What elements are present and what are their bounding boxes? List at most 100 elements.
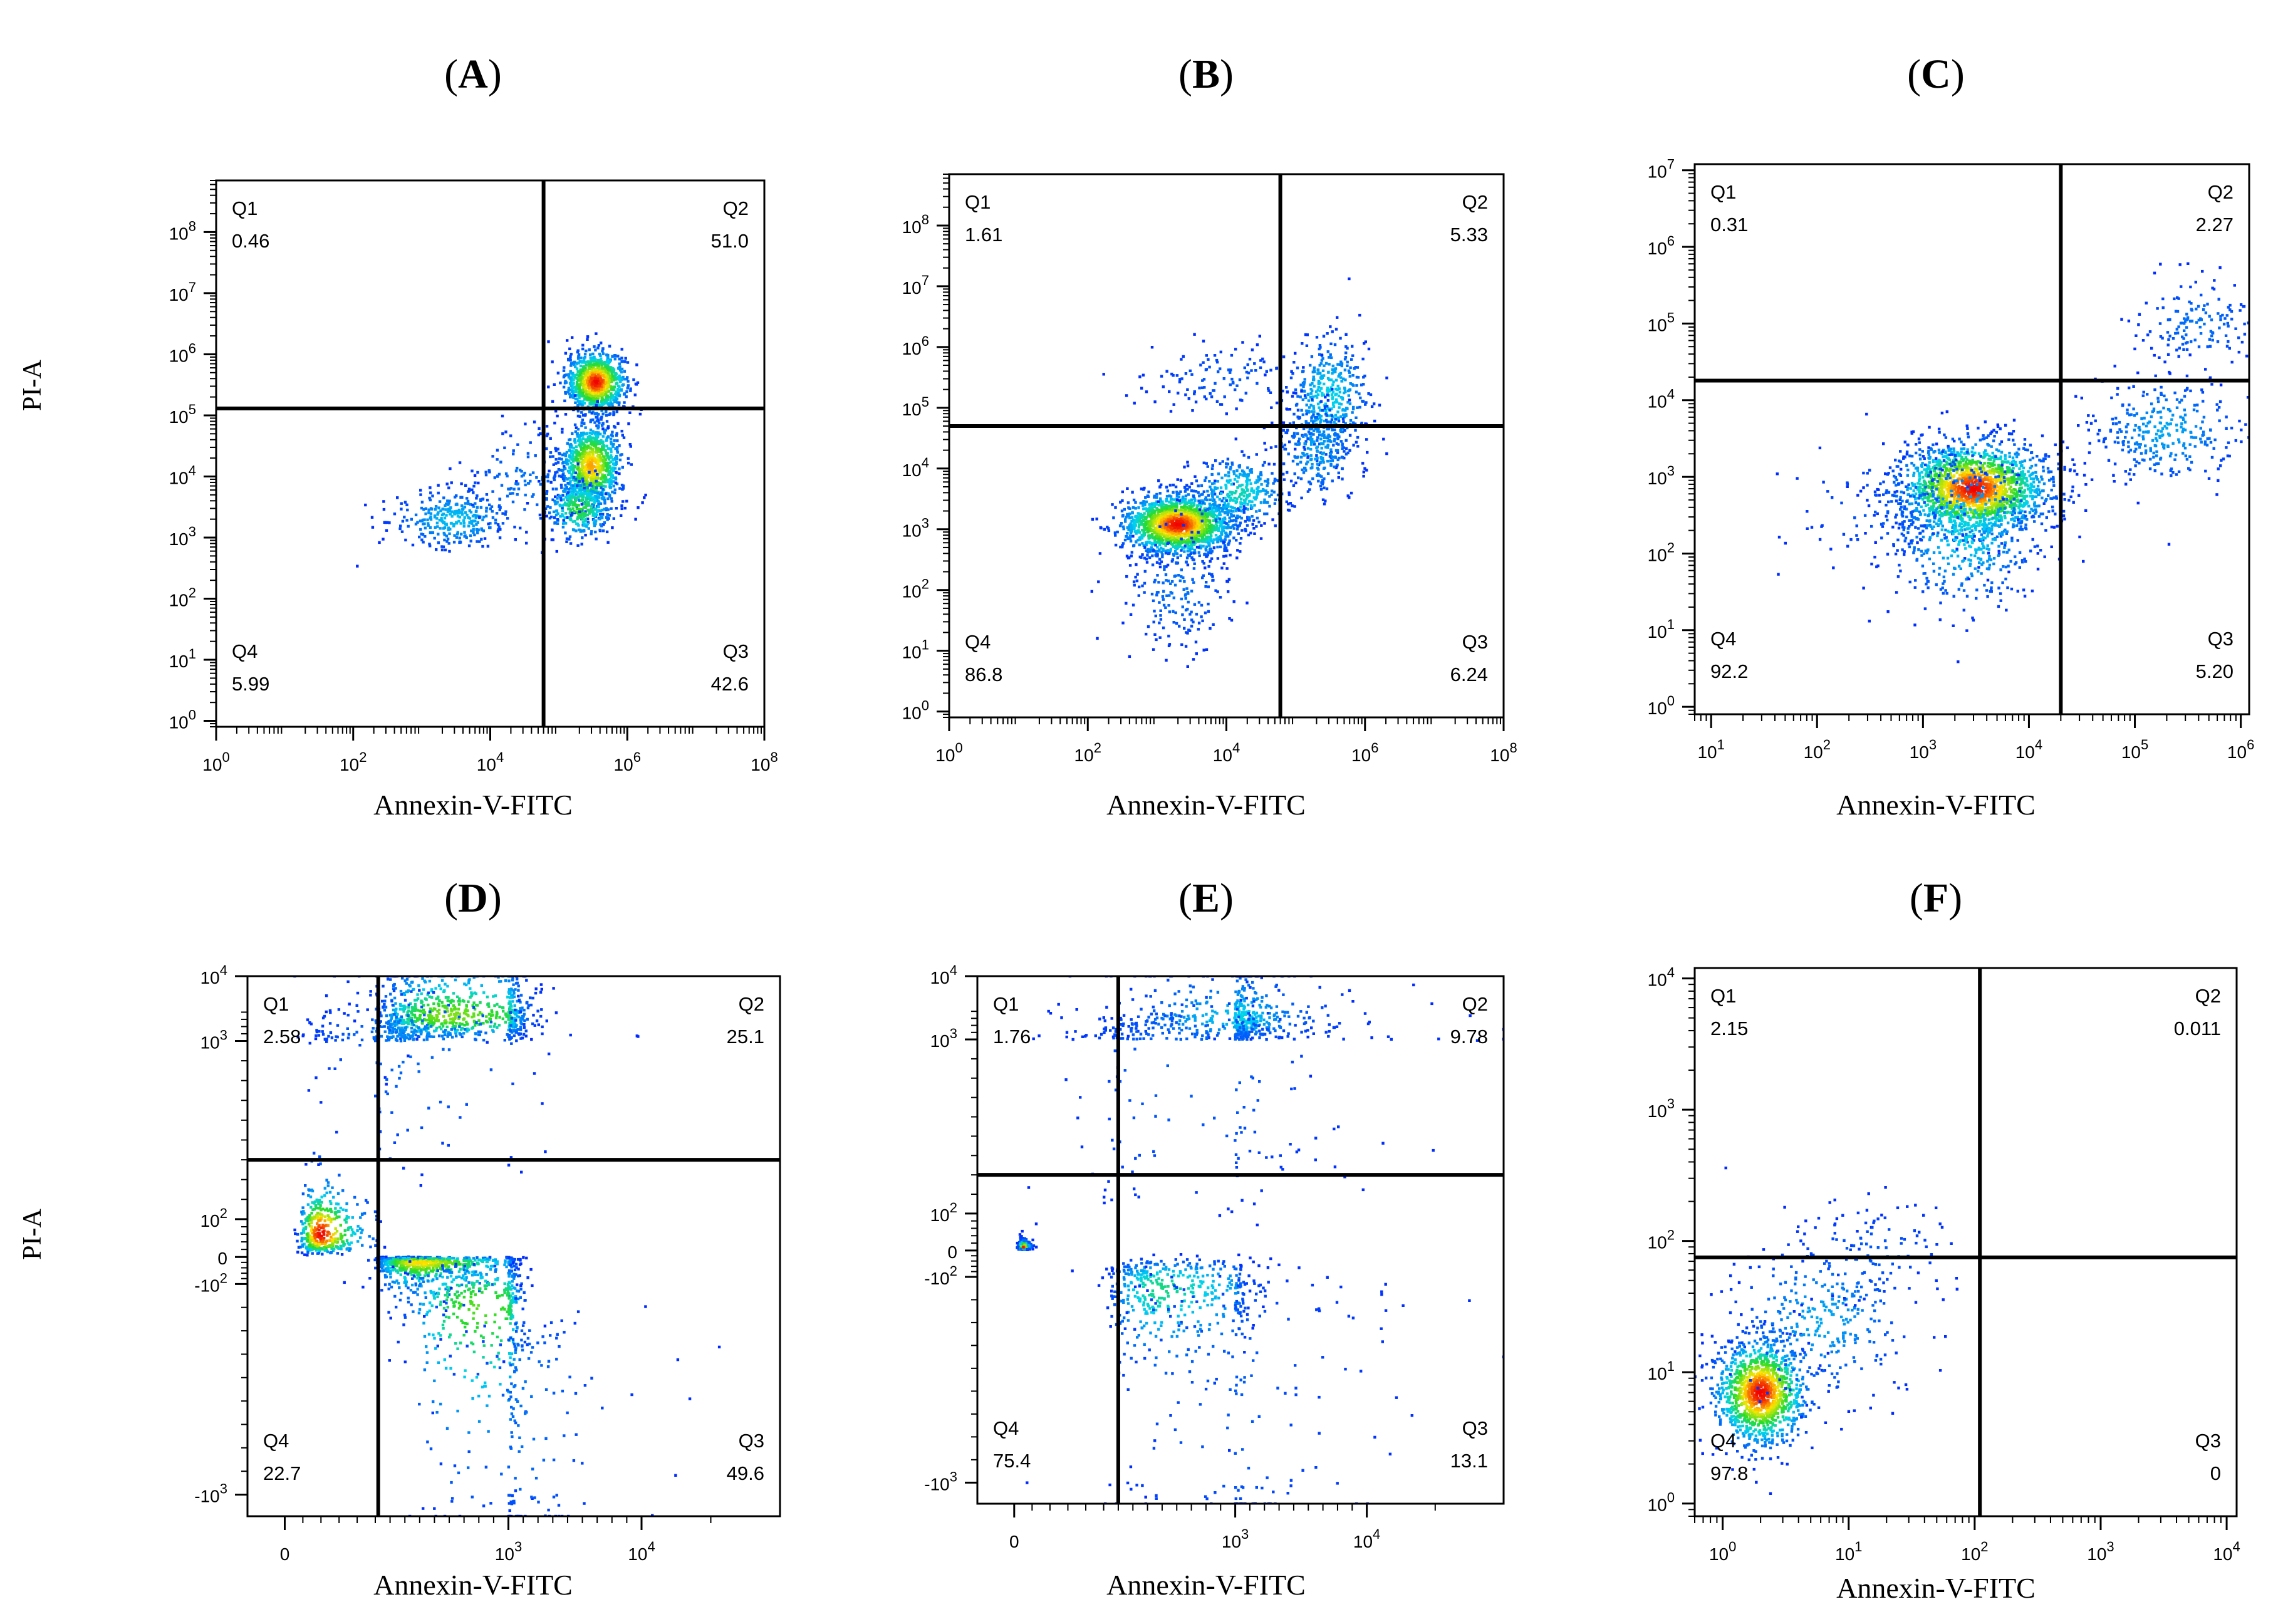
data-point bbox=[1213, 513, 1216, 517]
data-point bbox=[429, 544, 432, 548]
data-point bbox=[614, 456, 617, 460]
data-point bbox=[1249, 469, 1252, 472]
data-point bbox=[612, 480, 615, 483]
data-point bbox=[418, 535, 421, 539]
data-point bbox=[1307, 410, 1311, 414]
data-point bbox=[497, 525, 501, 529]
data-point bbox=[1130, 516, 1134, 519]
data-point bbox=[1192, 508, 1195, 511]
data-point bbox=[603, 385, 606, 388]
data-point bbox=[1218, 503, 1221, 507]
data-point bbox=[1247, 533, 1251, 537]
data-point bbox=[1208, 526, 1211, 529]
data-point bbox=[1240, 492, 1243, 496]
data-point bbox=[581, 466, 585, 469]
data-point bbox=[464, 511, 467, 514]
data-point bbox=[1334, 398, 1338, 402]
data-point bbox=[1220, 492, 1223, 495]
data-point bbox=[1168, 533, 1171, 536]
data-point bbox=[438, 500, 442, 503]
data-point bbox=[455, 536, 459, 539]
data-point bbox=[1338, 363, 1342, 367]
data-point bbox=[596, 373, 600, 377]
data-point bbox=[594, 385, 597, 388]
data-point bbox=[471, 488, 474, 491]
data-point bbox=[583, 353, 587, 356]
data-point bbox=[591, 454, 595, 457]
data-point bbox=[1197, 538, 1200, 541]
data-point bbox=[428, 496, 431, 500]
data-point bbox=[545, 497, 548, 501]
data-point bbox=[566, 491, 570, 494]
data-point bbox=[581, 403, 584, 407]
data-point bbox=[601, 481, 605, 484]
data-point bbox=[587, 509, 590, 513]
data-point bbox=[1232, 536, 1235, 539]
data-point bbox=[1255, 453, 1258, 456]
data-point bbox=[1329, 356, 1333, 360]
data-point bbox=[1207, 551, 1210, 554]
data-point bbox=[1252, 491, 1256, 494]
data-point bbox=[567, 374, 571, 377]
data-point bbox=[595, 479, 598, 483]
data-point bbox=[580, 371, 583, 375]
data-point bbox=[403, 516, 406, 519]
data-point bbox=[621, 466, 624, 469]
data-point bbox=[578, 528, 582, 532]
data-point bbox=[1204, 509, 1207, 512]
data-point bbox=[471, 522, 474, 525]
data-point bbox=[590, 440, 593, 443]
data-point bbox=[431, 494, 434, 497]
data-point bbox=[1198, 502, 1201, 506]
data-point bbox=[523, 471, 526, 475]
data-point bbox=[429, 498, 432, 502]
data-point bbox=[575, 457, 578, 461]
data-point bbox=[469, 502, 472, 506]
data-point bbox=[587, 494, 591, 498]
data-point bbox=[1231, 519, 1234, 523]
data-point bbox=[564, 496, 568, 499]
data-point bbox=[610, 442, 613, 445]
data-point bbox=[1138, 538, 1142, 541]
data-point bbox=[427, 524, 430, 527]
data-point bbox=[605, 402, 608, 405]
data-point bbox=[1250, 468, 1253, 471]
data-point bbox=[472, 524, 475, 528]
data-point bbox=[455, 521, 458, 524]
data-point bbox=[1163, 531, 1166, 535]
data-point bbox=[588, 471, 591, 474]
data-point bbox=[1152, 536, 1155, 539]
data-point bbox=[563, 366, 566, 369]
data-point bbox=[590, 450, 593, 454]
data-point bbox=[442, 496, 445, 499]
data-point bbox=[1224, 535, 1227, 538]
data-point bbox=[1332, 403, 1335, 406]
data-point bbox=[574, 503, 577, 507]
data-point bbox=[1322, 393, 1325, 397]
data-point bbox=[1343, 358, 1347, 361]
data-point bbox=[570, 501, 573, 504]
data-point bbox=[585, 392, 588, 395]
data-point bbox=[1246, 496, 1249, 499]
data-point bbox=[597, 395, 600, 398]
data-point bbox=[454, 496, 457, 499]
data-point bbox=[469, 539, 472, 543]
data-point bbox=[1331, 330, 1334, 333]
data-point bbox=[1195, 519, 1199, 523]
data-point bbox=[1244, 507, 1247, 510]
data-point bbox=[575, 508, 579, 511]
data-point bbox=[1222, 554, 1225, 558]
data-point bbox=[601, 455, 605, 458]
data-point bbox=[459, 522, 462, 525]
data-point bbox=[1177, 531, 1180, 535]
data-point bbox=[1203, 512, 1206, 516]
data-point bbox=[1150, 502, 1154, 506]
data-point bbox=[596, 401, 599, 405]
data-point bbox=[1145, 507, 1148, 510]
data-point bbox=[494, 521, 497, 524]
data-point bbox=[600, 456, 603, 460]
data-point bbox=[437, 506, 440, 509]
data-point bbox=[589, 482, 593, 485]
data-point bbox=[1354, 429, 1357, 432]
data-point bbox=[1140, 523, 1143, 526]
